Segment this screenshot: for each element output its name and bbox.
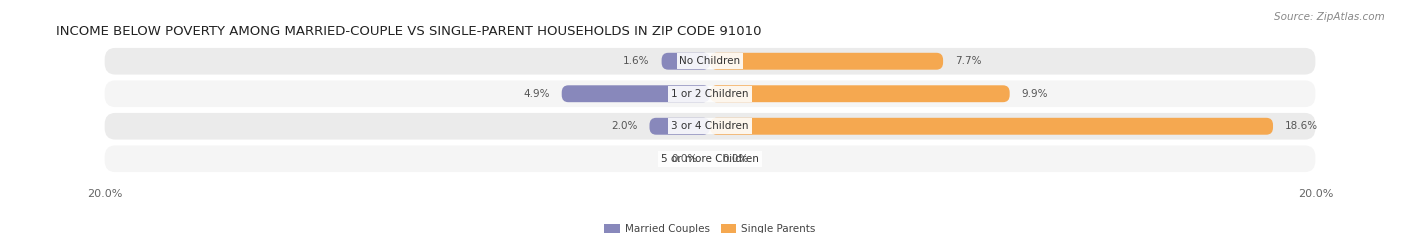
FancyBboxPatch shape [710, 53, 943, 70]
Text: 1 or 2 Children: 1 or 2 Children [671, 89, 749, 99]
Text: 0.0%: 0.0% [723, 154, 748, 164]
Text: INCOME BELOW POVERTY AMONG MARRIED-COUPLE VS SINGLE-PARENT HOUSEHOLDS IN ZIP COD: INCOME BELOW POVERTY AMONG MARRIED-COUPL… [56, 25, 762, 38]
Text: 4.9%: 4.9% [523, 89, 550, 99]
Text: 5 or more Children: 5 or more Children [661, 154, 759, 164]
FancyBboxPatch shape [104, 113, 1316, 140]
FancyBboxPatch shape [104, 48, 1316, 75]
FancyBboxPatch shape [650, 118, 710, 135]
Text: 1.6%: 1.6% [623, 56, 650, 66]
Text: 3 or 4 Children: 3 or 4 Children [671, 121, 749, 131]
Legend: Married Couples, Single Parents: Married Couples, Single Parents [605, 224, 815, 233]
Text: 0.0%: 0.0% [672, 154, 697, 164]
FancyBboxPatch shape [562, 85, 710, 102]
FancyBboxPatch shape [662, 53, 710, 70]
FancyBboxPatch shape [104, 145, 1316, 172]
Text: 7.7%: 7.7% [955, 56, 981, 66]
Text: Source: ZipAtlas.com: Source: ZipAtlas.com [1274, 12, 1385, 22]
Text: No Children: No Children [679, 56, 741, 66]
FancyBboxPatch shape [710, 118, 1272, 135]
Text: 2.0%: 2.0% [612, 121, 637, 131]
FancyBboxPatch shape [104, 80, 1316, 107]
FancyBboxPatch shape [710, 85, 1010, 102]
Text: 9.9%: 9.9% [1022, 89, 1049, 99]
Text: 18.6%: 18.6% [1285, 121, 1319, 131]
